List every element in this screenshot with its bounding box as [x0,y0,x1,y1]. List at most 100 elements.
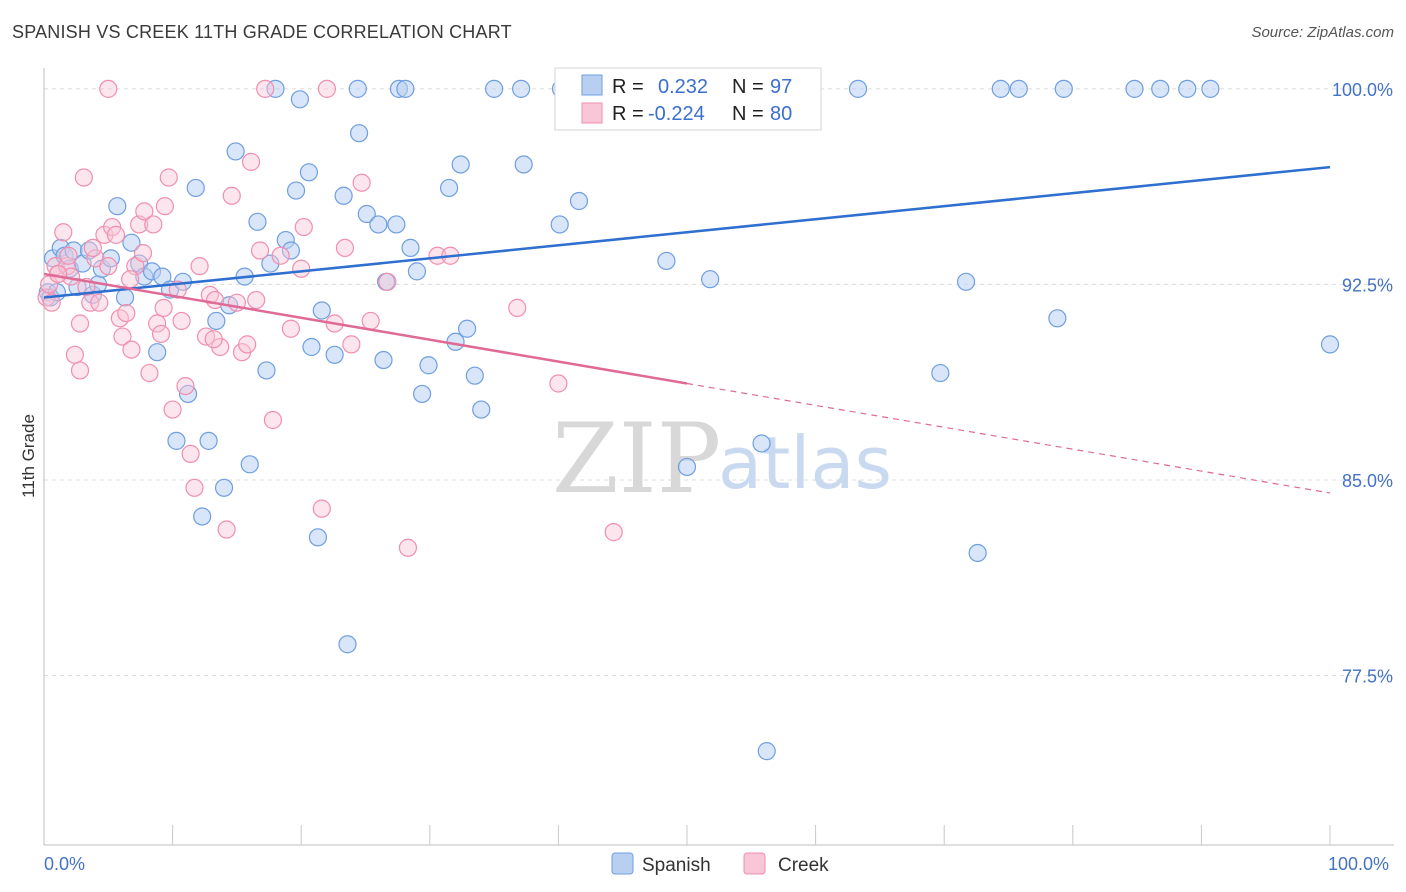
spanish-point [1054,79,1073,98]
spanish-point [115,288,135,307]
spanish-point [108,197,127,216]
watermark-atlas: atlas [718,421,892,505]
creek-point [263,410,283,430]
watermark-zip: ZIP [552,403,721,515]
legend-swatch-spanish [581,74,603,96]
spanish-point [199,431,218,450]
creek-point [549,374,568,393]
creek-point [106,225,126,244]
creek-point [292,259,311,278]
creek-point [74,168,93,187]
spanish-point [308,528,328,547]
creek-point [205,290,225,310]
series-legend-swatch-creek [743,852,766,875]
creek-point [151,324,171,344]
creek-point [148,314,167,333]
y-tick-label: 92.5% [1342,275,1393,295]
y-tick-label: 77.5% [1342,667,1393,687]
spanish-point [193,507,212,526]
series-legend-swatch-spanish [611,852,634,875]
spanish-point [266,79,285,98]
spanish-point [226,142,245,161]
spanish-point [122,233,141,252]
legend-r-value-creek: -0.224 [648,103,705,125]
spanish-point [214,478,234,497]
spanish-point [148,343,167,362]
y-axis-label: 11th Grade [19,414,38,498]
creek-point [352,173,371,192]
spanish-point [465,366,484,385]
creek-point [70,314,90,333]
spanish-point [1320,335,1340,354]
spanish-point [338,635,357,654]
creek-point [342,335,361,354]
legend-swatch-creek [581,102,603,124]
spanish-point [512,79,531,98]
spanish-point [1125,79,1144,98]
creek-point [49,264,68,284]
creek-point [217,520,236,539]
correlation-legend: R = 0.232 N = 97 R = -0.224 N = 80 [554,67,822,131]
spanish-point [369,215,388,234]
spanish-point [701,270,720,289]
y-tick-labels: 100.0% 92.5% 85.0% 77.5% [1332,80,1393,687]
creek-point [238,335,257,354]
spanish-point [514,155,533,174]
creek-point [190,257,209,276]
spanish-point [248,212,267,231]
creek-point [144,215,163,234]
spanish-point [302,337,321,357]
creek-point [604,523,623,542]
spanish-point [312,301,331,320]
spanish-point [387,215,406,234]
spanish-point [374,350,393,370]
creek-point [256,79,275,98]
spanish-point [357,204,376,224]
creek-point [247,290,266,310]
creek-point [378,272,397,291]
spanish-point [848,79,868,98]
source-label: Source: ZipAtlas.com [1251,24,1394,41]
creek-point [113,327,132,346]
spanish-point [931,363,950,383]
series-legend-label-creek: Creek [778,855,829,876]
series-legend-label-spanish: Spanish [642,855,711,876]
legend-n-label-spanish: N = [732,76,764,98]
spanish-point [396,79,415,98]
creek-point [163,400,182,419]
creek-point [250,241,270,260]
creek-point [361,311,380,331]
creek-point [185,478,204,497]
creek-point [59,246,78,265]
spanish-point [412,384,432,404]
creek-point [181,444,200,463]
creek-point [135,202,154,221]
legend-n-value-creek: 80 [770,103,792,125]
creek-point [159,168,178,187]
legend-r-label-creek: R = [612,103,644,125]
spanish-point [407,262,427,281]
creek-point [70,361,90,380]
spanish-point [485,79,504,98]
creek-point [172,311,191,331]
creek-point [222,186,241,205]
y-tick-label: 85.0% [1342,471,1393,491]
creek-point [83,238,102,258]
spanish-point [991,79,1010,98]
spanish-point [1048,309,1067,328]
creek-point [271,246,290,265]
creek-point [140,363,159,383]
creek-point [90,293,109,312]
spanish-point [167,431,186,450]
creek-point [176,377,195,396]
creek-point [294,217,313,237]
spanish-point [457,319,477,338]
spanish-point [1201,79,1220,98]
spanish-point [439,178,459,198]
axes [43,68,1394,846]
x-tick-label-min: 0.0% [44,854,85,874]
creek-point [155,197,174,216]
spanish-point [550,215,569,234]
spanish-point [569,191,589,211]
creek-point [121,270,140,289]
